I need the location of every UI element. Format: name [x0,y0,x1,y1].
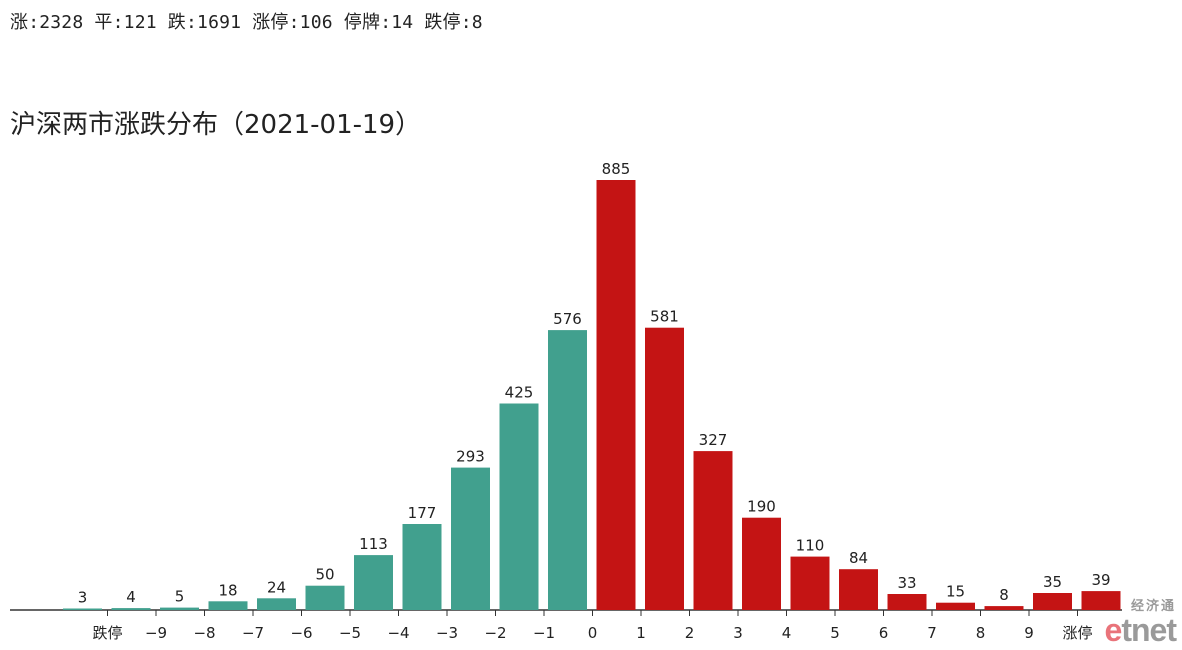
x-tick-label: 8 [976,624,986,642]
x-tick-label: 2 [685,624,695,642]
bar-value-label: 35 [1043,573,1062,591]
bar [402,524,442,610]
x-tick-label: −3 [436,624,458,642]
bar [645,327,684,610]
bar-value-label: 425 [505,384,534,402]
bar-value-label: 113 [359,535,388,553]
bar [354,555,393,610]
x-tick-label: 涨停 [1062,624,1092,642]
market-summary: 涨:2328 平:121 跌:1691 涨停:106 停牌:14 跌停:8 [10,12,483,33]
bar-value-label: 110 [796,537,825,555]
bar-value-label: 885 [602,160,631,178]
bar-value-label: 39 [1091,571,1110,589]
bar-value-label: 18 [218,581,237,599]
bar [548,330,587,610]
x-tick-label: 跌停 [92,624,122,642]
x-tick-label: −4 [387,624,409,642]
bar [596,180,636,610]
bar [790,556,830,610]
bar [984,606,1024,610]
chart-title: 沪深两市涨跌分布（2021-01-19） [10,110,422,140]
x-tick-label: −8 [193,624,215,642]
bar-value-label: 33 [897,574,916,592]
bar-value-label: 3 [78,589,88,607]
x-tick-label: 3 [733,624,743,642]
bar [839,569,878,610]
x-tick-label: −2 [484,624,506,642]
bar-value-label: 50 [315,566,334,584]
bar-value-label: 8 [999,586,1009,604]
x-tick-label: −9 [145,624,167,642]
bar [257,598,296,610]
bar-value-label: 293 [456,448,485,466]
x-tick-label: −7 [242,624,264,642]
bar [160,607,199,610]
logo-letter-e: e [1104,612,1123,648]
x-tick-label: 0 [588,624,598,642]
bar [63,608,102,610]
x-tick-label: 5 [830,624,840,642]
logo-letters: tnet [1121,612,1177,648]
bar-value-label: 4 [126,588,136,606]
x-tick-label: 7 [927,624,937,642]
bar-value-label: 190 [747,498,776,516]
logo-wordmark: etnet [1104,612,1177,648]
logo-caption: 经济通 [1130,599,1176,614]
bar [1081,591,1121,610]
bar-value-label: 24 [267,578,286,596]
x-tick-label: −6 [290,624,312,642]
x-tick-label: 1 [636,624,646,642]
bar-value-label: 327 [699,431,728,449]
bar [111,608,151,610]
x-tick-label: 9 [1024,624,1034,642]
x-tick-label: −1 [533,624,555,642]
bar-value-label: 5 [175,588,185,606]
bar-value-label: 576 [553,310,582,328]
bar-value-label: 15 [946,583,965,601]
bar [887,594,927,610]
x-tick-label: 4 [782,624,792,642]
bar [936,602,975,610]
bar [208,601,248,610]
etnet-logo: 经济通 etnet [1104,595,1177,648]
x-tick-label: 6 [879,624,889,642]
bar [499,403,539,610]
bar-value-label: 84 [849,549,868,567]
bar [305,585,345,610]
bar [742,517,781,610]
bar-value-label: 581 [650,308,679,326]
bar [693,451,733,610]
bar [1033,593,1072,610]
x-tick-label: −5 [339,624,361,642]
bar-value-label: 177 [408,504,437,522]
bar [451,467,490,610]
